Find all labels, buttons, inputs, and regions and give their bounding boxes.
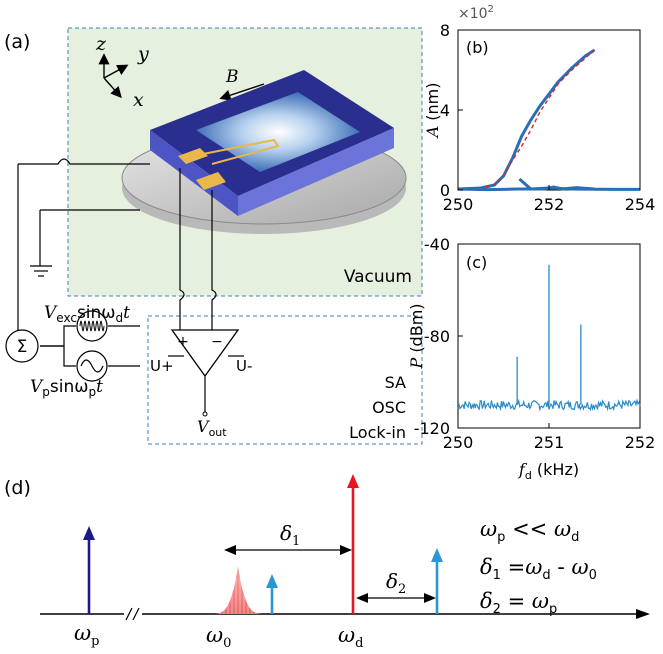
axis-break-2 [132,607,140,621]
delta2-arrow-left [356,593,368,603]
axis-y-label: y [137,43,149,65]
instrument-sa: SA [385,373,406,392]
panel-d: (d) δ1 δ2 ωp ω0 ωd ωp << ωd δ1 =ωd - ω0 [4,474,650,651]
omega-p-label: ωp [74,621,99,649]
panel-b-xtick-label: 252 [534,195,565,214]
panel-b-exponent: ×102 [458,4,494,22]
panel-c-xtick-label: 250 [443,433,474,452]
freq-axis-arrowhead [636,609,650,619]
panel-c-ylabel: P (dBm) [407,303,426,369]
equation-3: δ2 = ωp [480,589,557,617]
equation-2: δ1 =ωd - ω0 [480,555,597,583]
exc-source-icon [76,310,108,342]
panel-b-xtick-label: 250 [443,195,474,214]
panel-c-xlabel: fd (kHz) [518,460,579,482]
probe-source-icon [76,350,108,382]
panel-b-ytick-label: 8 [440,21,450,40]
amp-minus: − [211,334,223,350]
axis-z-label: z [95,33,107,55]
field-arrow [219,83,265,101]
delta2-label: δ2 [386,569,406,597]
upper-sideband-arrow-head [431,548,443,562]
wires [17,158,217,367]
instrument-lockin: Lock-in [349,423,406,442]
panel-c: (c) 250 251 252 -40 -80 -120 P (dBm) fd (kHz) [407,235,655,482]
omega-p-arrow-head [83,526,95,540]
amp-plus: + [177,334,189,350]
delta2-arrow-right [424,593,436,603]
axes-indicator [98,53,129,99]
axis-break-1 [125,607,133,621]
panel-b-label: (b) [466,38,489,57]
panel-b-ytick-label: 4 [440,101,450,120]
vp-label: Vpsinωpt [30,377,103,399]
panel-a-label: (a) [4,31,30,53]
delta1-arrow-left [224,545,236,555]
panel-c-ytick-label: -40 [424,235,450,254]
panel-b-series-3 [457,186,640,192]
panel-b: (b) ×102 250 252 254 0 4 8 A (nm) [423,4,655,214]
u-minus-label: U- [236,357,252,375]
instrument-osc: OSC [372,398,406,417]
panel-c-xtick-label: 252 [625,433,656,452]
panel-b-series-0 [457,48,596,191]
panel-a: (a) Vacuum z y x B [4,27,423,445]
panel-d-label: (d) [4,477,31,499]
vout-label: Vout [197,417,227,439]
summer-symbol: Σ [17,337,28,357]
equation-1: ωp << ωd [480,517,579,545]
membrane-chip [150,70,394,216]
delta1-label: δ1 [280,521,300,549]
vacuum-label: Vacuum [344,267,412,287]
omega-d-arrow-head [347,474,359,488]
omega-0-label: ω0 [206,623,231,651]
thermal-peak-stripes [219,578,257,614]
summer-icon [5,329,39,363]
field-label: B [225,67,239,87]
panel-b-ytick-label: 0 [440,181,450,200]
axis-x-label: x [133,89,144,111]
vexc-label: Vexcsinωdt [44,303,130,325]
panel-b-xtick-label: 254 [625,195,656,214]
thermal-peak [214,566,262,614]
panel-c-ytick-label: -80 [424,327,450,346]
panel-c-label: (c) [466,253,487,272]
lower-sideband-arrow-head [266,574,278,588]
delta1-arrow-right [340,545,352,555]
panel-c-noise-floor [457,398,641,412]
panel-c-ytick-label: -120 [414,419,450,438]
op-amp [168,329,244,417]
panel-b-series-1 [457,49,595,190]
panel-b-ylabel: A (nm) [423,83,442,140]
panel-c-xtick-label: 251 [534,433,565,452]
omega-d-label: ωd [338,623,363,651]
u-plus-label: U+ [150,357,174,375]
